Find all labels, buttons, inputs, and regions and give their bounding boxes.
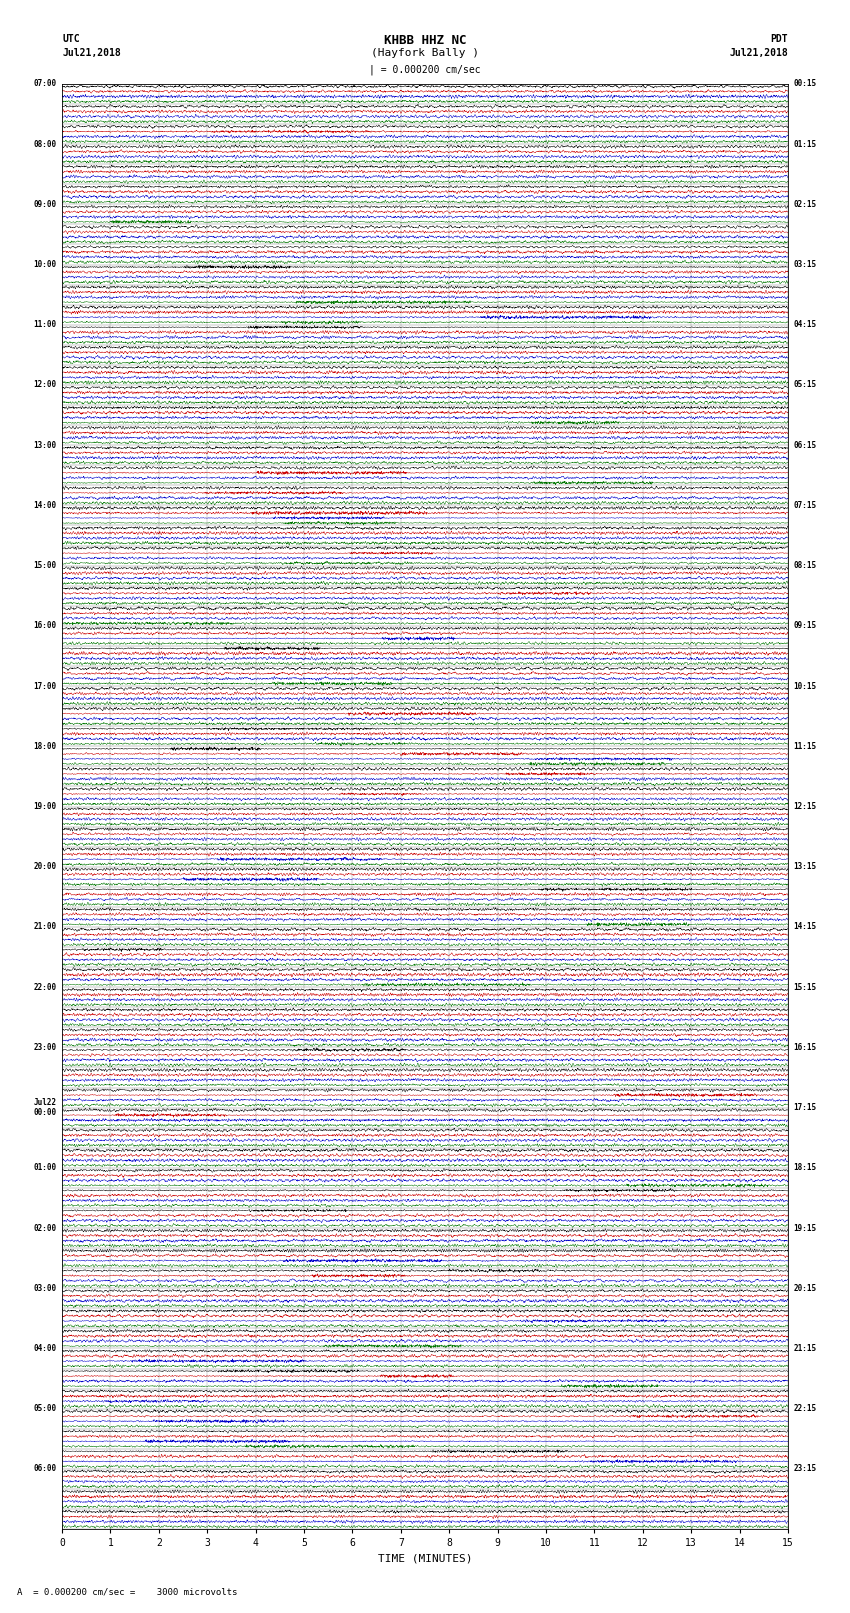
Text: A  = 0.000200 cm/sec =    3000 microvolts: A = 0.000200 cm/sec = 3000 microvolts — [17, 1587, 237, 1597]
Text: 23:15: 23:15 — [794, 1465, 817, 1473]
Text: 04:00: 04:00 — [33, 1344, 56, 1353]
Text: 18:15: 18:15 — [794, 1163, 817, 1173]
Text: 22:15: 22:15 — [794, 1405, 817, 1413]
Text: 22:00: 22:00 — [33, 982, 56, 992]
Text: 20:00: 20:00 — [33, 863, 56, 871]
Text: 06:00: 06:00 — [33, 1465, 56, 1473]
Text: 14:15: 14:15 — [794, 923, 817, 931]
Text: KHBB HHZ NC: KHBB HHZ NC — [383, 34, 467, 47]
Text: 12:00: 12:00 — [33, 381, 56, 389]
Text: 11:00: 11:00 — [33, 321, 56, 329]
Text: 13:15: 13:15 — [794, 863, 817, 871]
X-axis label: TIME (MINUTES): TIME (MINUTES) — [377, 1553, 473, 1563]
Text: 15:00: 15:00 — [33, 561, 56, 569]
Text: 07:00: 07:00 — [33, 79, 56, 89]
Text: 19:15: 19:15 — [794, 1224, 817, 1232]
Text: PDT: PDT — [770, 34, 788, 44]
Text: | = 0.000200 cm/sec: | = 0.000200 cm/sec — [369, 65, 481, 76]
Text: 06:15: 06:15 — [794, 440, 817, 450]
Text: 16:00: 16:00 — [33, 621, 56, 631]
Text: 12:15: 12:15 — [794, 802, 817, 811]
Text: Jul22
00:00: Jul22 00:00 — [33, 1098, 56, 1118]
Text: 13:00: 13:00 — [33, 440, 56, 450]
Text: 14:00: 14:00 — [33, 502, 56, 510]
Text: 19:00: 19:00 — [33, 802, 56, 811]
Text: Jul21,2018: Jul21,2018 — [62, 48, 121, 58]
Text: 17:15: 17:15 — [794, 1103, 817, 1111]
Text: 18:00: 18:00 — [33, 742, 56, 750]
Text: 21:15: 21:15 — [794, 1344, 817, 1353]
Text: 09:15: 09:15 — [794, 621, 817, 631]
Text: 09:00: 09:00 — [33, 200, 56, 208]
Text: 16:15: 16:15 — [794, 1044, 817, 1052]
Text: 10:00: 10:00 — [33, 260, 56, 269]
Text: 20:15: 20:15 — [794, 1284, 817, 1292]
Text: 04:15: 04:15 — [794, 321, 817, 329]
Text: 15:15: 15:15 — [794, 982, 817, 992]
Text: UTC: UTC — [62, 34, 80, 44]
Text: 08:15: 08:15 — [794, 561, 817, 569]
Text: 11:15: 11:15 — [794, 742, 817, 750]
Text: 02:00: 02:00 — [33, 1224, 56, 1232]
Text: 00:15: 00:15 — [794, 79, 817, 89]
Text: 08:00: 08:00 — [33, 140, 56, 148]
Text: 01:00: 01:00 — [33, 1163, 56, 1173]
Text: 10:15: 10:15 — [794, 682, 817, 690]
Text: 05:00: 05:00 — [33, 1405, 56, 1413]
Text: 01:15: 01:15 — [794, 140, 817, 148]
Text: 02:15: 02:15 — [794, 200, 817, 208]
Text: 17:00: 17:00 — [33, 682, 56, 690]
Text: 05:15: 05:15 — [794, 381, 817, 389]
Text: (Hayfork Bally ): (Hayfork Bally ) — [371, 48, 479, 58]
Text: 07:15: 07:15 — [794, 502, 817, 510]
Text: 21:00: 21:00 — [33, 923, 56, 931]
Text: Jul21,2018: Jul21,2018 — [729, 48, 788, 58]
Text: 23:00: 23:00 — [33, 1044, 56, 1052]
Text: 03:15: 03:15 — [794, 260, 817, 269]
Text: 03:00: 03:00 — [33, 1284, 56, 1292]
